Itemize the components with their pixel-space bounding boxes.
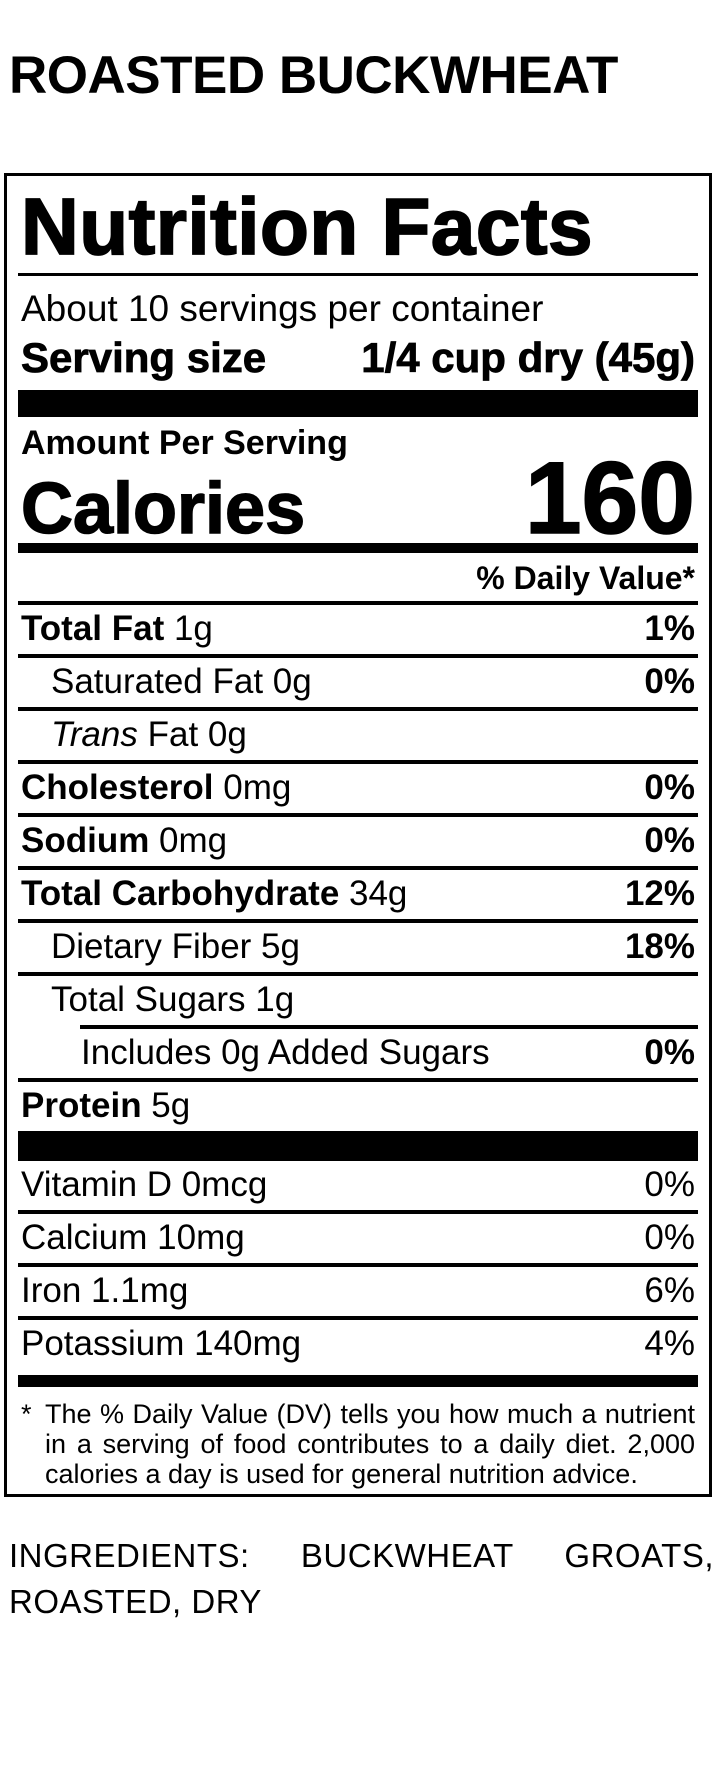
calories-label: Calories: [20, 469, 306, 550]
nutrient-row: Potassium 140mg 4%: [21, 1320, 695, 1369]
divider: [18, 1315, 698, 1320]
daily-value-percent: 6%: [644, 1270, 695, 1310]
nutrient-name: Includes 0g Added Sugars: [81, 1032, 490, 1072]
nutrient-name: Sodium 0mg: [21, 820, 228, 860]
daily-value-percent: 0%: [644, 820, 695, 860]
daily-value-percent: 18%: [624, 926, 695, 966]
calories-value: 160: [524, 441, 696, 556]
nutrient-name: Potassium 140mg: [21, 1323, 302, 1363]
nutrient-name: Iron 1.1mg: [21, 1270, 189, 1310]
daily-value-percent: 0%: [644, 767, 695, 807]
servings-per-container: About 10 servings per container: [21, 288, 544, 330]
nutrient-row: Calcium 10mg 0%: [21, 1214, 695, 1263]
divider: [18, 1209, 698, 1214]
daily-value-header: % Daily Value*: [476, 559, 695, 596]
serving-size-label: Serving size: [21, 333, 267, 381]
divider: [18, 918, 698, 923]
nutrient-name: Total Carbohydrate 34g: [21, 873, 408, 913]
divider: [18, 759, 698, 764]
daily-value-percent: 12%: [624, 873, 695, 913]
nutrient-row: Includes 0g Added Sugars 0%: [21, 1029, 695, 1078]
footnote-text: The % Daily Value (DV) tells you how muc…: [45, 1398, 695, 1490]
nutrition-facts-panel: Nutrition Facts About 10 servings per co…: [4, 173, 712, 1497]
medium-bar: [18, 542, 698, 553]
nutrient-row: Iron 1.1mg 6%: [21, 1267, 695, 1316]
daily-value-percent: 0%: [644, 1217, 695, 1257]
ingredients-statement: INGREDIENTS: BUCKWHEAT GROATS, ROASTED, …: [9, 1537, 714, 1621]
divider: [18, 653, 698, 658]
divider: [18, 1077, 698, 1082]
nutrient-row: Trans Fat 0g: [21, 711, 695, 760]
calories-row: Calories 160: [20, 441, 696, 556]
divider: [18, 706, 698, 711]
nutrient-row: Protein 5g: [21, 1082, 695, 1131]
daily-value-percent: 0%: [644, 1164, 695, 1204]
footnote: * The % Daily Value (DV) tells you how m…: [21, 1399, 695, 1490]
nutrient-name: Vitamin D 0mcg: [21, 1164, 268, 1204]
divider: [18, 865, 698, 870]
nutrient-rows: Total Fat 1g 1% Saturated Fat 0g 0% Trans Fa…: [7, 605, 709, 1131]
divider: [18, 600, 698, 605]
divider: [80, 1024, 698, 1029]
nutrient-row: Dietary Fiber 5g 18%: [21, 923, 695, 972]
serving-size-value: 1/4 cup dry (45g): [361, 333, 696, 381]
nutrient-row: Vitamin D 0mcg 0%: [21, 1161, 695, 1210]
nutrient-row: Total Sugars 1g: [21, 976, 695, 1025]
product-title: ROASTED BUCKWHEAT: [9, 46, 618, 105]
thin-thick-bar: [18, 1374, 698, 1387]
nutrient-row: Saturated Fat 0g 0%: [21, 658, 695, 707]
daily-value-percent: 1%: [644, 608, 695, 648]
amount-per-serving-label: Amount Per Serving: [21, 423, 348, 462]
nutrient-name: Saturated Fat 0g: [51, 661, 312, 701]
nutrient-name: Calcium 10mg: [21, 1217, 245, 1257]
nutrient-name: Protein 5g: [21, 1085, 191, 1125]
daily-value-percent: 0%: [644, 1032, 695, 1072]
nutrient-row: Total Fat 1g 1%: [21, 605, 695, 654]
nutrient-name: Cholesterol 0mg: [21, 767, 292, 807]
nutrient-name: Dietary Fiber 5g: [51, 926, 300, 966]
divider: [18, 971, 698, 976]
nutrient-row: Total Carbohydrate 34g 12%: [21, 870, 695, 919]
thick-bar: [18, 389, 698, 417]
daily-value-percent: 0%: [644, 661, 695, 701]
divider: [18, 1262, 698, 1267]
vitamin-rows: Vitamin D 0mcg 0% Calcium 10mg 0% Iron 1.1mg…: [7, 1161, 709, 1369]
serving-size-row: Serving size 1/4 cup dry (45g): [21, 333, 696, 381]
nutrient-row: Sodium 0mg 0%: [21, 817, 695, 866]
thick-bar: [18, 1130, 698, 1161]
nutrient-name: Total Fat 1g: [21, 608, 213, 648]
nutrition-facts-title: Nutrition Facts: [20, 182, 593, 271]
daily-value-percent: 4%: [644, 1323, 695, 1363]
footnote-asterisk: *: [21, 1398, 32, 1429]
nutrient-row: Cholesterol 0mg 0%: [21, 764, 695, 813]
nutrient-name: Total Sugars 1g: [51, 979, 295, 1019]
divider: [18, 273, 698, 277]
divider: [18, 812, 698, 817]
nutrient-name: Trans Fat 0g: [51, 714, 247, 754]
